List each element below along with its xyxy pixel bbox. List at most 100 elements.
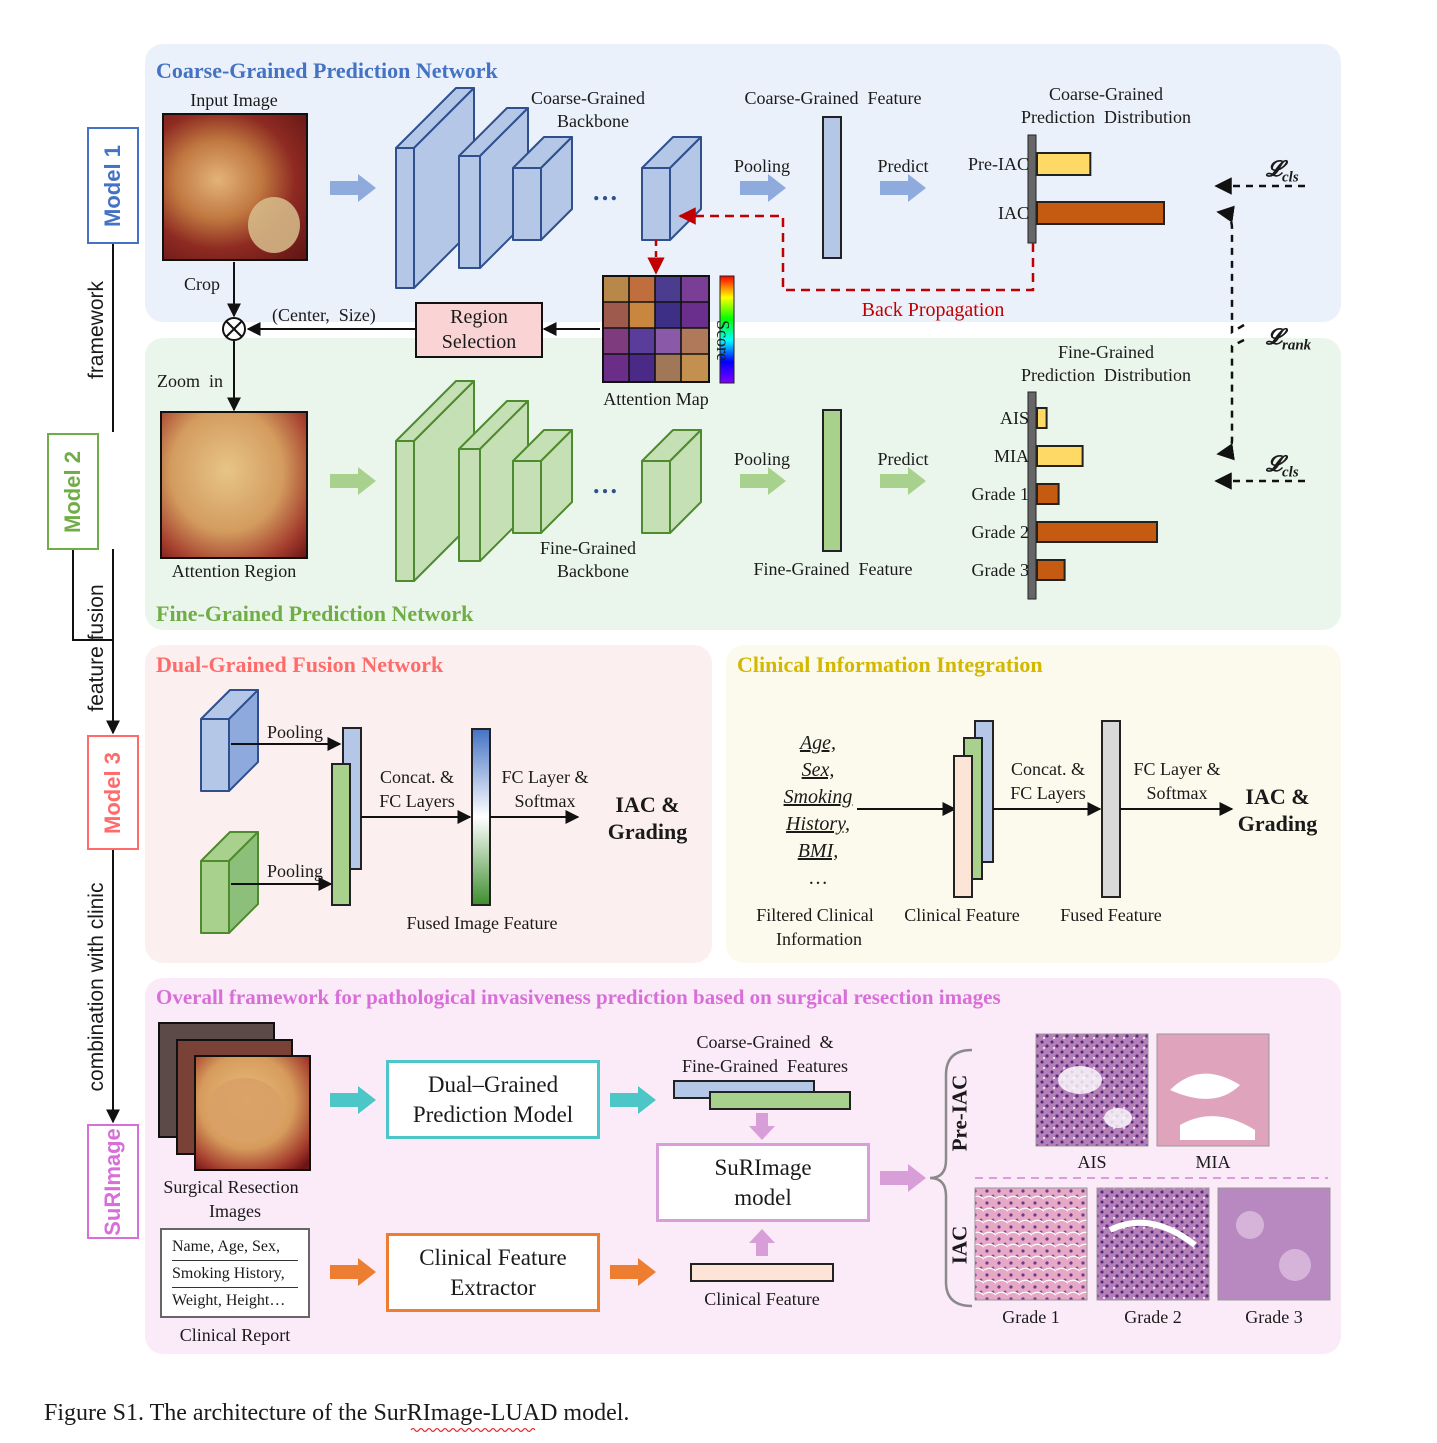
fine-distribution-bars bbox=[1036, 407, 1158, 581]
fusion-fc-1: FC Layer & bbox=[501, 767, 589, 787]
region-selection-line2: Selection bbox=[441, 331, 517, 353]
svg-text:…: … bbox=[592, 177, 618, 206]
coarse-distribution-bars bbox=[1036, 152, 1165, 225]
fusion-output: IAC & Grading bbox=[607, 792, 688, 844]
surgical-images-label-1: Surgical Resection bbox=[163, 1177, 299, 1197]
model-2-label: Model 2 bbox=[60, 450, 85, 533]
model-3-label: Model 3 bbox=[100, 751, 125, 834]
input-image-label: Input Image bbox=[190, 90, 278, 110]
clinical-items: Age, Sex, Smoking History, BMI, … bbox=[783, 732, 853, 889]
fine-title: Fine-Grained Prediction Network bbox=[156, 601, 474, 626]
surimage-box: SuRImage bbox=[87, 1124, 139, 1239]
link-feature-fusion: feature fusion bbox=[85, 584, 108, 712]
surgical-images-label-2: Images bbox=[209, 1201, 261, 1221]
zoom-in-label: Zoom in bbox=[157, 371, 223, 391]
svg-text:…: … bbox=[592, 470, 618, 499]
fusion-pooling-top: Pooling bbox=[266, 722, 323, 742]
surimage-label: SuRImage bbox=[100, 1127, 125, 1236]
clinical-feature-label: Clinical Feature bbox=[904, 905, 1020, 925]
attention-region-image bbox=[160, 411, 308, 559]
fusion-concat-1: Concat. & bbox=[380, 767, 454, 787]
loss-cls-bottom: 𝓛cls bbox=[1266, 451, 1299, 481]
fine-bar-grade-3 bbox=[1036, 559, 1066, 581]
fine-cat-label-mia: MIA bbox=[994, 446, 1029, 466]
fine-predict-label: Predict bbox=[877, 449, 929, 469]
fused-image-feature-label: Fused Image Feature bbox=[406, 913, 558, 933]
link-combination-clinic: combination with clinic bbox=[85, 882, 108, 1092]
coarse-dist-title-1: Coarse-Grained bbox=[1049, 84, 1163, 104]
patho-grade1-label: Grade 1 bbox=[1002, 1307, 1060, 1327]
iac-label: IAC bbox=[947, 1225, 972, 1265]
clinical-concat-2: FC Layers bbox=[1010, 783, 1086, 803]
loss-cls-top: 𝓛cls bbox=[1266, 156, 1299, 186]
figure-caption: Figure S1. The architecture of the SurRI… bbox=[44, 1400, 630, 1426]
filtered-clinical-label-2: Information bbox=[776, 929, 862, 949]
coarse-cat-label-pre-iac: Pre-IAC bbox=[968, 154, 1029, 174]
fine-cat-label-grade-3: Grade 3 bbox=[971, 560, 1029, 580]
input-image bbox=[162, 113, 308, 261]
fusion-fc-2: Softmax bbox=[514, 791, 576, 811]
clinical-title: Clinical Information Integration bbox=[737, 652, 1043, 677]
overall-title: Overall framework for pathological invas… bbox=[156, 985, 1001, 1009]
fine-cat-label-ais: AIS bbox=[999, 408, 1029, 428]
score-label: Score bbox=[713, 320, 733, 361]
fine-backbone-label-1: Fine-Grained bbox=[540, 538, 636, 558]
surimage-model-box: SuRImage model bbox=[656, 1143, 870, 1222]
clinical-fc-2: Softmax bbox=[1146, 783, 1208, 803]
clinical-extractor-box: Clinical Feature Extractor bbox=[386, 1233, 600, 1312]
center-size-label: (Center, Size) bbox=[272, 305, 376, 325]
coarse-bar-iac bbox=[1036, 201, 1165, 225]
attention-region-label: Attention Region bbox=[171, 561, 297, 581]
fine-cat-label-grade-1: Grade 1 bbox=[971, 484, 1029, 504]
fine-bar-ais bbox=[1036, 407, 1048, 429]
fusion-concat-2: FC Layers bbox=[379, 791, 455, 811]
overall-clin-feature-label: Clinical Feature bbox=[704, 1289, 820, 1309]
patho-mia-label: MIA bbox=[1195, 1152, 1231, 1172]
pre-iac-label: Pre-IAC bbox=[947, 1074, 972, 1152]
region-selection-box: Region Selection bbox=[415, 302, 543, 358]
model-1-label: Model 1 bbox=[100, 144, 125, 227]
model-2-box: Model 2 bbox=[47, 433, 99, 550]
fine-dist-title-2: Prediction Distribution bbox=[1021, 365, 1191, 385]
fine-backbone-label-2: Backbone bbox=[557, 561, 629, 581]
features-label-2: Fine-Grained Features bbox=[682, 1056, 848, 1076]
region-selection-line1: Region bbox=[450, 306, 508, 328]
coarse-feature-label: Coarse-Grained Feature bbox=[744, 88, 922, 108]
fused-feature-label: Fused Feature bbox=[1060, 905, 1162, 925]
coarse-cat-label-iac: IAC bbox=[998, 203, 1029, 223]
features-label-1: Coarse-Grained & bbox=[696, 1032, 834, 1052]
fine-feature-label: Fine-Grained Feature bbox=[753, 559, 913, 579]
score-colorbar bbox=[719, 275, 735, 384]
fusion-title: Dual-Grained Fusion Network bbox=[156, 652, 444, 677]
patho-ais-label: AIS bbox=[1077, 1152, 1107, 1172]
loss-rank: 𝓛rank bbox=[1266, 324, 1312, 354]
coarse-pooling-label: Pooling bbox=[733, 156, 790, 176]
clinical-concat-1: Concat. & bbox=[1011, 759, 1085, 779]
patho-grade3-label: Grade 3 bbox=[1245, 1307, 1303, 1327]
coarse-predict-label: Predict bbox=[877, 156, 929, 176]
fine-pooling-label: Pooling bbox=[733, 449, 790, 469]
coarse-title: Coarse-Grained Prediction Network bbox=[156, 58, 498, 83]
fine-cat-label-grade-2: Grade 2 bbox=[971, 522, 1029, 542]
clinical-panel bbox=[726, 645, 1341, 963]
clinical-fc-1: FC Layer & bbox=[1133, 759, 1221, 779]
clinical-report-box: Name, Age, Sex, Smoking History, Weight,… bbox=[160, 1228, 310, 1318]
clinical-output: IAC & Grading bbox=[1237, 784, 1318, 836]
model-3-box: Model 3 bbox=[87, 735, 139, 850]
attention-map-label: Attention Map bbox=[603, 389, 709, 409]
coarse-backbone-label-2: Backbone bbox=[557, 111, 629, 131]
fine-bar-mia bbox=[1036, 445, 1084, 467]
coarse-backbone-label-1: Coarse-Grained bbox=[531, 88, 645, 108]
link-framework: framework bbox=[85, 280, 108, 380]
attention-map bbox=[602, 275, 710, 383]
fine-dist-title-1: Fine-Grained bbox=[1058, 342, 1154, 362]
crop-label: Crop bbox=[184, 274, 220, 294]
fusion-pooling-bottom: Pooling bbox=[266, 861, 323, 881]
patho-grade2-label: Grade 2 bbox=[1124, 1307, 1182, 1327]
model-1-box: Model 1 bbox=[87, 127, 139, 244]
fine-bar-grade-1 bbox=[1036, 483, 1060, 505]
filtered-clinical-label-1: Filtered Clinical bbox=[756, 905, 874, 925]
clinical-report-label: Clinical Report bbox=[179, 1325, 291, 1345]
dual-grained-model-box: Dual–Grained Prediction Model bbox=[386, 1060, 600, 1139]
